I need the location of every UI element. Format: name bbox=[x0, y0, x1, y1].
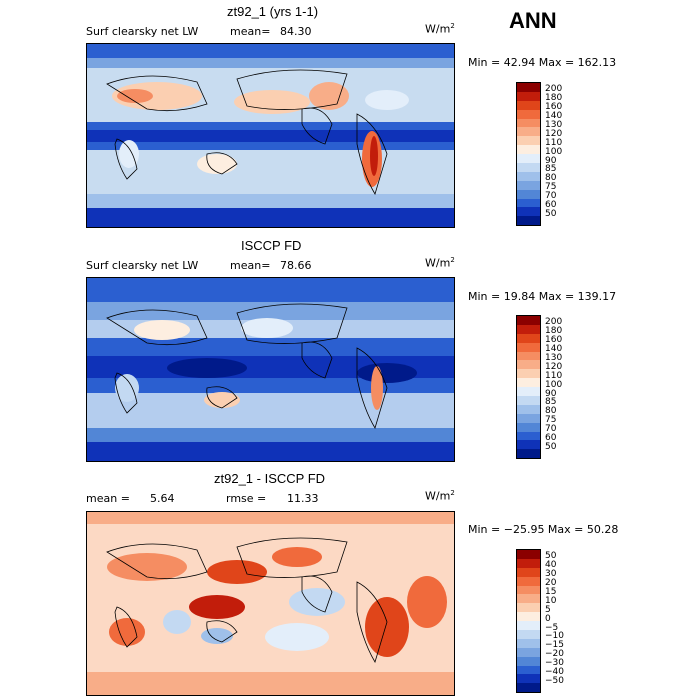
colorbar-observations bbox=[516, 315, 541, 459]
mean-value: 78.66 bbox=[280, 259, 312, 272]
variable-label: Surf clearsky net LW bbox=[86, 259, 199, 272]
colorbar-label: 40 bbox=[545, 560, 557, 570]
season-label: ANN bbox=[509, 8, 557, 33]
colorbar-label: −30 bbox=[545, 658, 564, 668]
mean-label: mean= bbox=[230, 25, 271, 38]
colorbar-label: 180 bbox=[545, 326, 563, 336]
map-model bbox=[86, 43, 455, 228]
colorbar-label: 50 bbox=[545, 442, 557, 452]
colorbar-label: 130 bbox=[545, 353, 563, 363]
colorbar-label: −15 bbox=[545, 640, 564, 650]
map-field bbox=[87, 44, 454, 227]
colorbar-label: −5 bbox=[545, 623, 559, 633]
colorbar-label: 100 bbox=[545, 380, 563, 390]
units-label: W/m2 bbox=[425, 22, 455, 36]
map-difference bbox=[86, 511, 455, 696]
min-max-label: Min = 42.94 Max = 162.13 bbox=[468, 56, 617, 69]
colorbar-label: 15 bbox=[545, 587, 557, 597]
colorbar-label: 90 bbox=[545, 389, 557, 399]
colorbar-label: −40 bbox=[545, 667, 564, 677]
min-max-label: Min = 19.84 Max = 139.17 bbox=[468, 290, 617, 303]
colorbar-label: 60 bbox=[545, 433, 557, 443]
colorbar-label: 70 bbox=[545, 424, 557, 434]
colorbar-label: 80 bbox=[545, 173, 557, 183]
colorbar-label: −50 bbox=[545, 676, 564, 686]
colorbar-label: 10 bbox=[545, 596, 557, 606]
colorbar-label: 160 bbox=[545, 335, 563, 345]
units-label: W/m2 bbox=[425, 489, 455, 503]
colorbar-label: 20 bbox=[545, 578, 557, 588]
colorbar-label: 200 bbox=[545, 84, 563, 94]
colorbar-difference bbox=[516, 549, 541, 693]
map-field bbox=[87, 278, 454, 461]
panel-title: ISCCP FD bbox=[241, 238, 302, 253]
colorbar-model bbox=[516, 82, 541, 226]
colorbar-label: 200 bbox=[545, 317, 563, 327]
colorbar-label: 30 bbox=[545, 569, 557, 579]
map-field bbox=[87, 512, 454, 695]
mean-label: mean= bbox=[230, 259, 271, 272]
colorbar-label: 85 bbox=[545, 397, 557, 407]
colorbar-label: 160 bbox=[545, 102, 563, 112]
rmse-value: 11.33 bbox=[287, 492, 319, 505]
colorbar-label: 120 bbox=[545, 362, 563, 372]
colorbar-label: −10 bbox=[545, 631, 564, 641]
colorbar-label: 70 bbox=[545, 191, 557, 201]
variable-label: Surf clearsky net LW bbox=[86, 25, 199, 38]
map-observations bbox=[86, 277, 455, 462]
colorbar-label: 140 bbox=[545, 344, 563, 354]
units-label: W/m2 bbox=[425, 256, 455, 270]
colorbar-label: 75 bbox=[545, 182, 557, 192]
mean-value: 5.64 bbox=[150, 492, 175, 505]
colorbar-label: 120 bbox=[545, 129, 563, 139]
colorbar-label: 130 bbox=[545, 120, 563, 130]
panel-title: zt92_1 - ISCCP FD bbox=[214, 471, 326, 486]
colorbar-label: 100 bbox=[545, 147, 563, 157]
min-max-label: Min = −25.95 Max = 50.28 bbox=[468, 523, 619, 536]
colorbar-label: 90 bbox=[545, 156, 557, 166]
colorbar-label: 140 bbox=[545, 111, 563, 121]
colorbar-label: 75 bbox=[545, 415, 557, 425]
rmse-label: rmse = bbox=[226, 492, 267, 505]
mean-label: mean = bbox=[86, 492, 130, 505]
colorbar-label: 60 bbox=[545, 200, 557, 210]
colorbar-label: 50 bbox=[545, 209, 557, 219]
colorbar-label: 5 bbox=[545, 605, 551, 615]
colorbar-label: 110 bbox=[545, 138, 563, 148]
colorbar-label: −20 bbox=[545, 649, 564, 659]
colorbar-label: 0 bbox=[545, 614, 551, 624]
panel-title: zt92_1 (yrs 1-1) bbox=[227, 4, 319, 19]
colorbar-label: 85 bbox=[545, 164, 557, 174]
mean-value: 84.30 bbox=[280, 25, 312, 38]
colorbar-label: 80 bbox=[545, 406, 557, 416]
colorbar-label: 50 bbox=[545, 551, 557, 561]
colorbar-label: 110 bbox=[545, 371, 563, 381]
colorbar-label: 180 bbox=[545, 93, 563, 103]
